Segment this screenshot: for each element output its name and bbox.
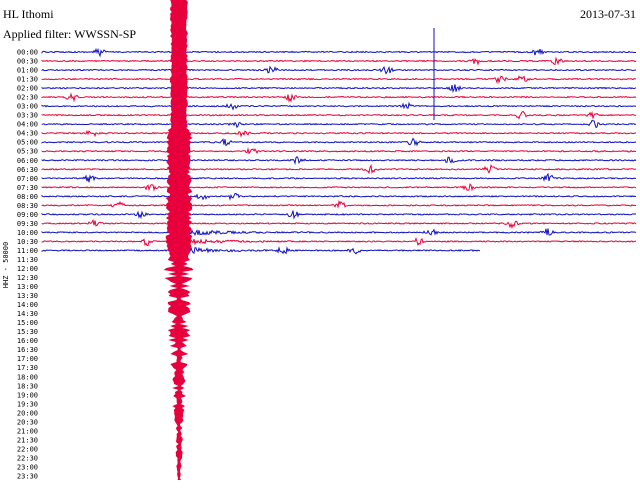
time-label: 12:30 <box>17 274 38 282</box>
trace <box>41 199 637 209</box>
time-label: 17:00 <box>17 355 38 363</box>
time-label: 02:30 <box>17 94 38 102</box>
time-label: 18:00 <box>17 373 38 381</box>
station-name: HL Ithomi <box>3 7 54 21</box>
time-label: 16:00 <box>17 337 38 345</box>
trace <box>41 218 637 230</box>
trace <box>41 236 637 247</box>
time-label: 13:30 <box>17 292 38 300</box>
time-label: 19:00 <box>17 391 38 399</box>
time-label: 01:30 <box>17 76 38 84</box>
time-label: 20:30 <box>17 418 38 426</box>
time-label: 18:30 <box>17 382 38 390</box>
time-label: 14:00 <box>17 301 38 309</box>
filter-label: Applied filter: WWSSN-SP <box>3 27 136 41</box>
quake-core <box>172 0 186 130</box>
time-label: 00:30 <box>17 58 38 66</box>
trace <box>41 92 637 103</box>
time-label: 10:00 <box>17 229 38 237</box>
trace <box>41 245 481 255</box>
time-label: 19:30 <box>17 400 38 408</box>
time-label: 15:30 <box>17 328 38 336</box>
time-label: 07:30 <box>17 184 38 192</box>
trace <box>41 210 637 220</box>
time-label: 04:00 <box>17 121 38 129</box>
time-label: 17:30 <box>17 364 38 372</box>
trace <box>41 147 637 155</box>
date: 2013-07-31 <box>580 7 636 21</box>
trace <box>41 137 637 147</box>
time-label: 03:00 <box>17 103 38 111</box>
time-label: 03:30 <box>17 112 38 120</box>
time-label: 08:30 <box>17 202 38 210</box>
trace <box>41 192 637 201</box>
time-label: 01:00 <box>17 67 38 75</box>
quake-signal <box>163 0 194 480</box>
trace <box>41 119 637 129</box>
trace <box>41 129 637 138</box>
time-label: 05:30 <box>17 148 38 156</box>
time-label: 07:00 <box>17 175 38 183</box>
trace <box>41 172 637 183</box>
time-label: 08:00 <box>17 193 38 201</box>
time-label: 09:00 <box>17 211 38 219</box>
time-label: 05:00 <box>17 139 38 147</box>
time-label: 06:00 <box>17 157 38 165</box>
time-label: 15:00 <box>17 319 38 327</box>
time-label: 09:30 <box>17 220 38 228</box>
time-label: 11:30 <box>17 256 38 264</box>
trace <box>41 56 637 66</box>
time-label: 00:00 <box>17 49 38 57</box>
time-label: 13:00 <box>17 283 38 291</box>
time-label: 16:30 <box>17 346 38 354</box>
time-label: 06:30 <box>17 166 38 174</box>
time-label: 14:30 <box>17 310 38 318</box>
time-label: 04:30 <box>17 130 38 138</box>
trace <box>41 110 637 120</box>
time-label: 12:00 <box>17 265 38 273</box>
trace <box>41 84 637 93</box>
trace <box>41 101 637 111</box>
time-label: 20:00 <box>17 409 38 417</box>
time-label: 23:30 <box>17 473 38 481</box>
trace <box>41 155 637 166</box>
trace <box>41 75 637 85</box>
time-label: 21:30 <box>17 436 38 444</box>
time-label: 23:00 <box>17 463 38 471</box>
trace <box>41 163 637 175</box>
trace <box>41 228 637 236</box>
trace <box>41 65 636 75</box>
time-label: 21:00 <box>17 427 38 435</box>
time-label: 11:00 <box>17 247 38 255</box>
axis-label: HHZ - 50000 <box>2 242 10 288</box>
time-label: 02:00 <box>17 85 38 93</box>
time-label: 22:30 <box>17 454 38 462</box>
time-label: 22:00 <box>17 445 38 453</box>
time-label: 10:30 <box>17 238 38 246</box>
trace <box>41 183 637 192</box>
trace <box>41 47 636 58</box>
